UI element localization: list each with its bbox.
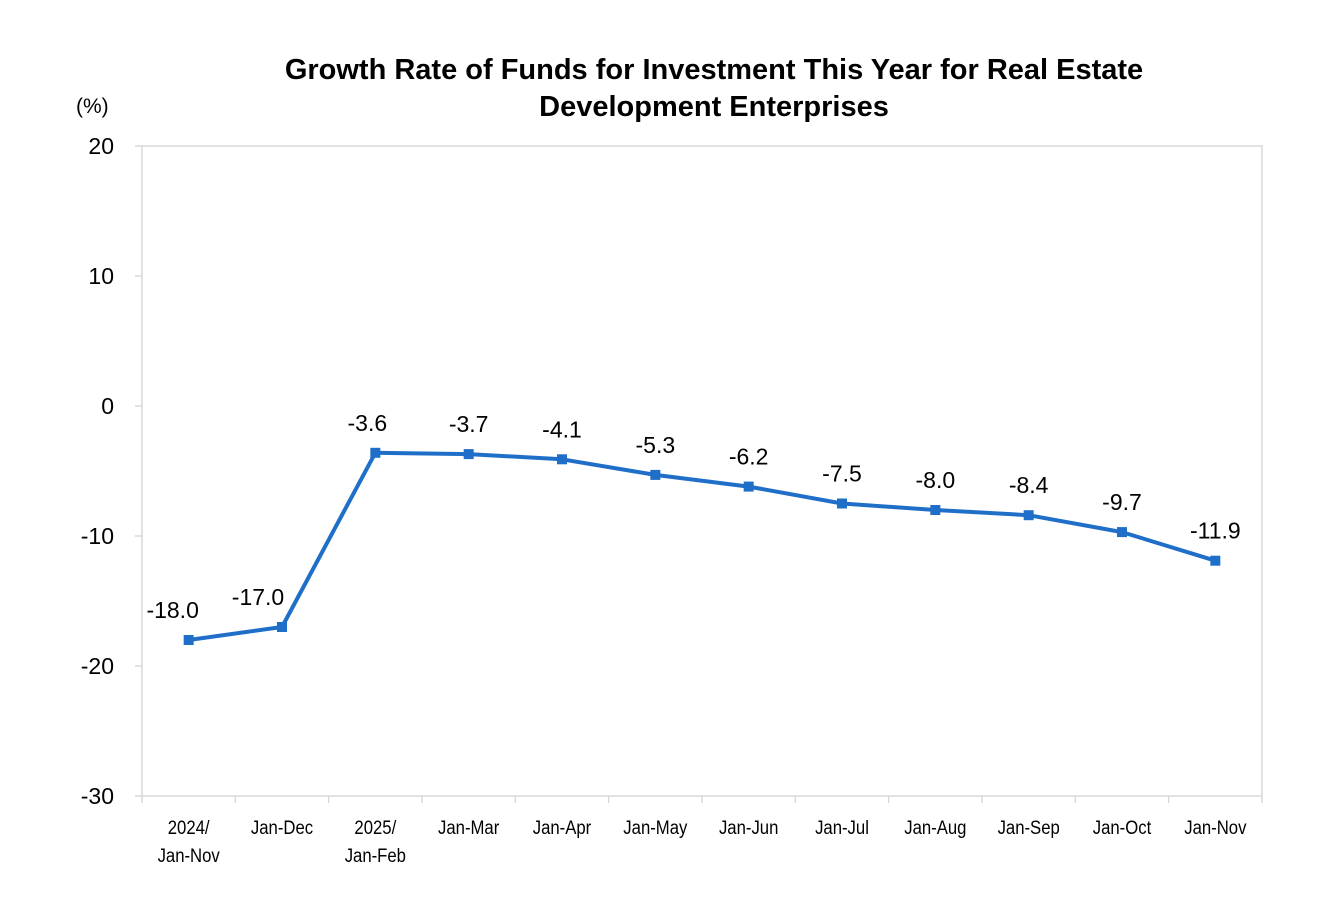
data-point-marker <box>557 454 567 465</box>
data-label: -4.1 <box>542 416 582 442</box>
data-point-marker <box>277 622 287 632</box>
data-label: -5.3 <box>636 432 676 458</box>
x-tick-label: Jan-Dec <box>251 817 313 838</box>
data-point-marker <box>743 481 754 492</box>
x-tick-label: Jan-Apr <box>533 817 592 838</box>
x-tick-label: Jan-Oct <box>1093 817 1151 838</box>
y-tick-label: 0 <box>101 393 114 419</box>
data-label: -9.7 <box>1102 489 1142 515</box>
x-tick-label: Jan-Aug <box>904 817 966 838</box>
data-label: -18.0 <box>146 597 198 623</box>
chart-title-line-1: Growth Rate of Funds for Investment This… <box>285 54 1143 86</box>
data-label: -7.5 <box>822 461 862 487</box>
x-tick-label: Jan-Jul <box>815 817 869 838</box>
x-axis-ticks: 2024/Jan-Nov Jan-Dec 2025/Jan-Feb Jan-Mar Ja… <box>141 796 1263 866</box>
x-tick-label: Jan-Mar <box>438 817 499 838</box>
y-tick-label: -30 <box>81 783 114 809</box>
plot-area-border <box>141 145 1263 797</box>
data-point-marker <box>370 447 381 458</box>
data-point-marker <box>1117 527 1127 538</box>
y-tick-label: 10 <box>88 263 114 289</box>
data-point-marker <box>463 449 474 460</box>
y-tick-label: -20 <box>81 653 114 679</box>
data-point-marker <box>183 635 194 645</box>
data-label: -3.6 <box>348 410 388 436</box>
data-label: -8.0 <box>916 467 956 493</box>
data-point-marker <box>1210 555 1221 566</box>
data-point-marker <box>650 469 661 480</box>
data-labels-group: -18.0 -17.0 -3.6 -3.7 -4.1 -5.3 -6.2 -7.5 -8.0 -8… <box>146 410 1240 623</box>
data-point-marker <box>837 498 847 509</box>
y-tick-label: 20 <box>88 133 114 159</box>
data-point-marker <box>1023 510 1034 521</box>
data-label: -11.9 <box>1190 518 1241 544</box>
series-line <box>188 450 1216 642</box>
data-label: -3.7 <box>449 411 489 437</box>
x-tick-label: 2025/Jan-Feb <box>345 817 406 866</box>
y-axis-unit-label: (%) <box>76 95 109 118</box>
y-tick-label: -10 <box>81 523 114 549</box>
x-tick-label: Jan-May <box>623 817 687 838</box>
data-label: -17.0 <box>232 584 284 610</box>
y-axis-ticks: 20 10 0 -10 -20 -30 <box>81 133 142 809</box>
x-tick-label: Jan-Jun <box>719 817 778 838</box>
x-tick-label: Jan-Nov <box>1184 817 1246 838</box>
chart-title-line-2: Development Enterprises <box>539 91 889 123</box>
data-point-marker <box>930 505 941 515</box>
series-line-group <box>183 447 1221 645</box>
data-label: -8.4 <box>1009 472 1049 498</box>
x-tick-label: 2024/Jan-Nov <box>158 817 220 866</box>
data-label: -6.2 <box>729 444 769 470</box>
x-tick-label: Jan-Sep <box>998 817 1060 838</box>
